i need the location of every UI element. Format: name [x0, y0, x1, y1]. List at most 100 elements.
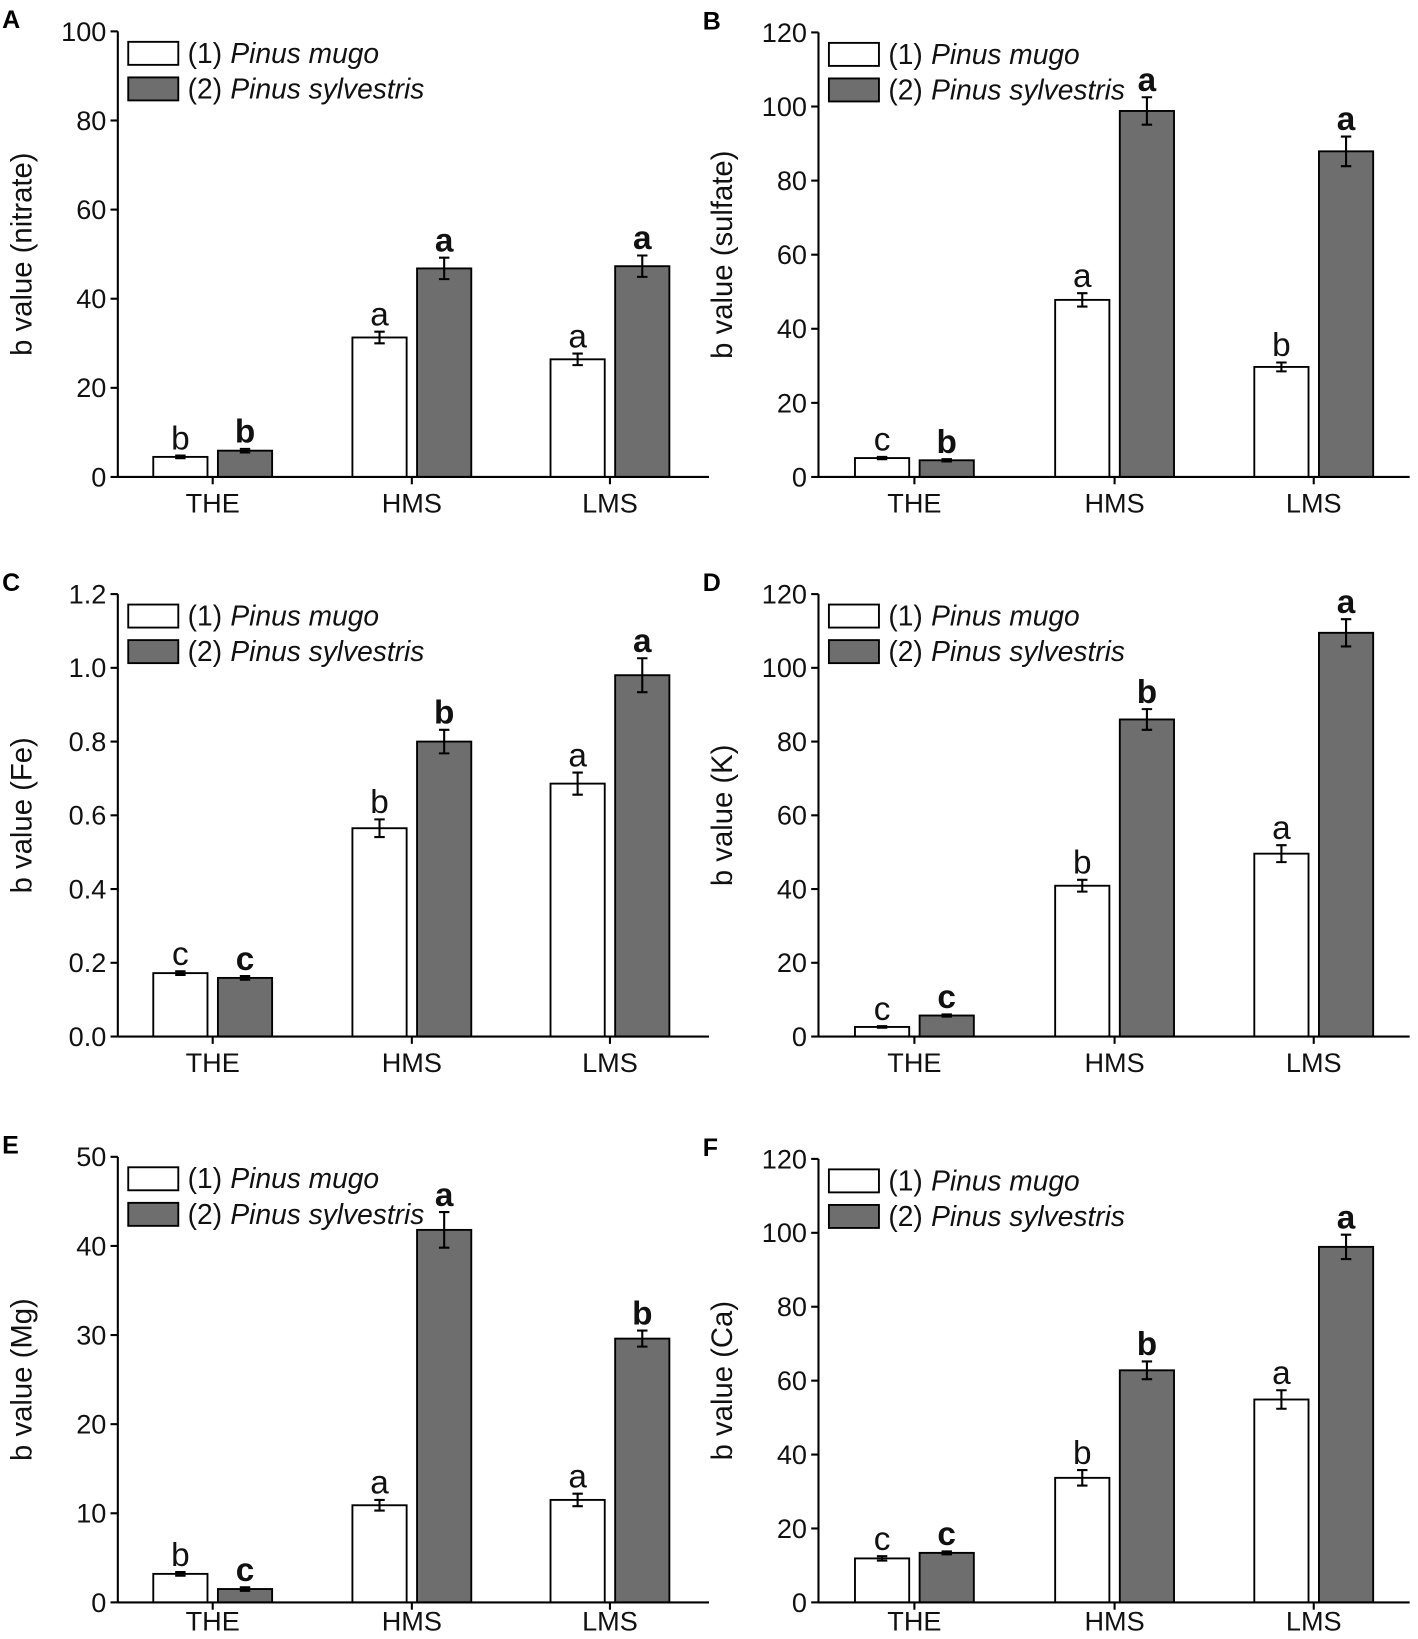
legend: (1) Pinus mugo(2) Pinus sylvestris [827, 38, 1125, 105]
error-bar-pinus-mugo-hms [374, 818, 385, 839]
error-bar-pinus-mugo-hms [1077, 878, 1088, 893]
significance-letter-pinus-sylvestris-lms: a [1337, 584, 1356, 621]
significance-letter-pinus-mugo-lms: a [1272, 810, 1291, 847]
error-bar-pinus-sylvestris-the [941, 1013, 952, 1018]
x-category-label-hms: HMS [1084, 487, 1144, 518]
legend-entry-number: (1) [188, 599, 222, 631]
y-tick-label: 40 [777, 313, 807, 344]
significance-letter-pinus-sylvestris-hms: a [435, 222, 454, 259]
y-tick-label: 20 [76, 372, 106, 403]
legend-entry-species: Pinus sylvestris [931, 1200, 1125, 1232]
y-tick-label: 120 [762, 578, 807, 609]
error-bar-pinus-sylvestris-hms [1141, 1360, 1153, 1381]
legend-entry-number: (1) [888, 1164, 922, 1196]
significance-letter-pinus-sylvestris-lms: a [1337, 101, 1356, 138]
y-tick-label: 60 [777, 800, 807, 831]
significance-letter-pinus-mugo-lms: a [568, 318, 587, 355]
y-tick-label: 80 [777, 1291, 807, 1322]
legend-entry-number: (1) [188, 1162, 222, 1194]
error-bar-pinus-mugo-hms [1077, 1469, 1088, 1487]
legend-entry-number: (2) [188, 72, 222, 104]
bar-pinus-sylvestris-hms [416, 1228, 473, 1604]
error-bar-pinus-mugo-hms [1077, 292, 1088, 308]
y-tick-label: 20 [76, 1409, 106, 1440]
error-bar-pinus-sylvestris-lms [1340, 135, 1352, 168]
y-tick-label: 0.6 [69, 800, 107, 831]
legend: (1) Pinus mugo(2) Pinus sylvestris [127, 599, 424, 667]
significance-letter-pinus-mugo-hms: a [1073, 258, 1092, 295]
y-tick-label: 0 [792, 461, 807, 492]
y-tick-label: 0 [792, 1021, 807, 1052]
x-category-label-hms: HMS [382, 1606, 442, 1637]
bar-pinus-mugo-hms [1054, 884, 1111, 1038]
bar-pinus-mugo-the [854, 457, 911, 478]
significance-letter-pinus-mugo-hms: a [370, 296, 389, 333]
panel-e: Eb value (Mg) b a a c a b 0 10 20 30 40 50 THE HMS LMS (… [2, 1132, 709, 1637]
y-axis-title: b value (Mg) [6, 1298, 38, 1461]
legend-entry-pinus-mugo: (1) Pinus mugo [188, 1162, 379, 1194]
error-bar-pinus-sylvestris-hms [438, 256, 450, 281]
bar-pinus-mugo-hms [351, 827, 408, 1038]
y-axis-title: b value (Fe) [6, 737, 38, 893]
error-bar-pinus-sylvestris-lms [1340, 1233, 1352, 1261]
bar-pinus-sylvestris-lms [614, 1337, 671, 1604]
y-tick-label: 40 [777, 873, 807, 904]
bar-pinus-mugo-hms [1054, 298, 1111, 478]
legend-swatch-pinus-mugo [127, 1166, 180, 1192]
legend-swatch-pinus-sylvestris [827, 1203, 880, 1229]
error-bar-pinus-mugo-lms [1276, 844, 1287, 864]
significance-letter-pinus-mugo-lms: a [1272, 1355, 1291, 1392]
x-category-label-the: THE [887, 1047, 941, 1078]
error-bar-pinus-mugo-the [175, 1571, 186, 1577]
x-category-label-lms: LMS [1286, 1047, 1342, 1078]
y-tick-label: 80 [777, 726, 807, 757]
legend-entry-number: (2) [888, 73, 922, 105]
legend-swatch-pinus-mugo [827, 41, 880, 67]
panel-f: Fb value (Ca) c b a c b a 0 20 40 60 80 100 120 THE HMS… [703, 1134, 1410, 1637]
y-axis-title: b value (nitrate) [6, 152, 38, 355]
panel-label: B [703, 7, 721, 35]
panel-d: Db value (K) c b a c b a 0 20 40 60 80 100 120 THE HMS L… [703, 569, 1410, 1078]
y-tick-label: 30 [76, 1319, 106, 1350]
x-category-label-the: THE [186, 1047, 240, 1078]
x-category-label-hms: HMS [382, 487, 442, 518]
legend-entry-species: Pinus mugo [931, 599, 1080, 631]
bar-pinus-sylvestris-hms [416, 267, 473, 478]
y-tick-label: 40 [76, 1230, 106, 1261]
error-bar-pinus-mugo-lms [572, 352, 583, 367]
significance-letter-pinus-mugo-the: c [874, 991, 891, 1028]
y-tick-label: 60 [777, 239, 807, 270]
error-bar-pinus-mugo-lms [572, 771, 583, 796]
y-tick-label: 0 [792, 1587, 807, 1618]
y-tick-label: 20 [777, 947, 807, 978]
legend-entry-number: (1) [888, 599, 922, 631]
panel-label: C [2, 569, 20, 597]
legend-swatch-pinus-mugo [127, 603, 180, 629]
bar-pinus-mugo-lms [1253, 365, 1310, 478]
error-bar-pinus-sylvestris-lms [1340, 618, 1352, 648]
panel-b: Bb value (sulfate) c a b b a a 0 20 40 60 80 100 120 T… [703, 7, 1410, 519]
error-bar-pinus-mugo-the [876, 1025, 888, 1029]
error-bar-pinus-sylvestris-hms [1141, 96, 1153, 126]
bar-pinus-mugo-the [152, 972, 209, 1038]
legend-entry-pinus-mugo: (1) Pinus mugo [888, 1164, 1079, 1196]
x-category-label-the: THE [186, 487, 240, 518]
error-bar-pinus-mugo-lms [1276, 361, 1287, 373]
bar-pinus-sylvestris-hms [416, 740, 473, 1038]
significance-letter-pinus-mugo-the: c [874, 1521, 891, 1558]
x-category-label-the: THE [186, 1606, 240, 1637]
significance-letter-pinus-sylvestris-the: b [235, 414, 255, 451]
legend-entry-number: (2) [888, 1200, 922, 1232]
significance-letter-pinus-mugo-the: b [171, 420, 190, 457]
y-tick-label: 0.2 [69, 947, 107, 978]
error-bar-pinus-sylvestris-hms [1141, 708, 1153, 731]
bar-pinus-mugo-the [152, 455, 209, 478]
significance-letter-pinus-sylvestris-hms: a [1138, 62, 1157, 99]
bar-pinus-sylvestris-lms [614, 674, 671, 1038]
significance-letter-pinus-mugo-the: c [172, 936, 189, 973]
bar-pinus-mugo-lms [549, 358, 606, 478]
legend-swatch-pinus-mugo [827, 603, 880, 629]
significance-letter-pinus-sylvestris-hms: b [434, 694, 454, 731]
error-bar-pinus-sylvestris-lms [637, 254, 648, 278]
legend: (1) Pinus mugo(2) Pinus sylvestris [827, 599, 1125, 667]
